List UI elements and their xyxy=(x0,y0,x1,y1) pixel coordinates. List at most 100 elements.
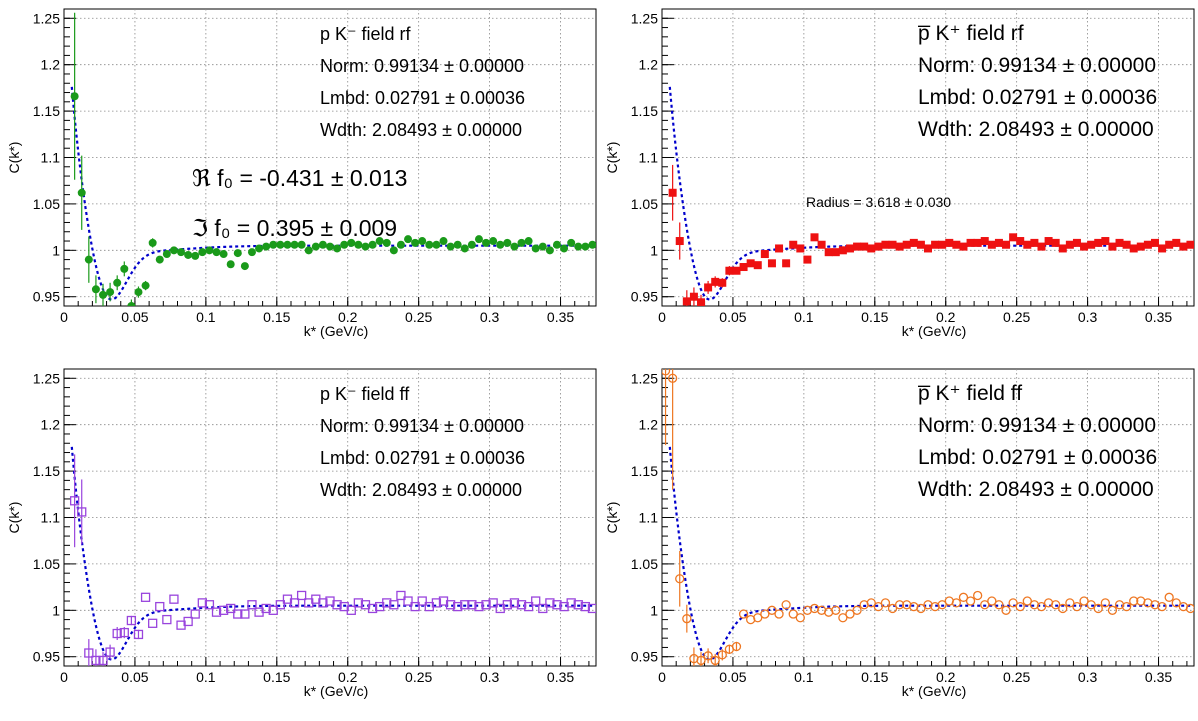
data-point xyxy=(141,281,150,290)
x-tick-label: 0.35 xyxy=(1145,309,1172,325)
data-point xyxy=(1030,238,1039,247)
x-tick-label: 0.1 xyxy=(196,669,216,685)
y-tick-label: 1.1 xyxy=(639,510,659,526)
y-axis-label: C(k*) xyxy=(6,502,22,534)
data-point xyxy=(517,238,526,247)
data-point xyxy=(1022,596,1032,606)
data-point xyxy=(588,240,596,249)
y-tick-label: 1.1 xyxy=(41,150,61,166)
data-point xyxy=(367,603,378,614)
data-point xyxy=(1185,603,1194,614)
data-point xyxy=(1121,601,1132,612)
data-point xyxy=(226,603,236,614)
fit-parameter-1: Lmbd: 0.02791 ± 0.00036 xyxy=(320,88,525,108)
data-point xyxy=(774,609,784,619)
data-point xyxy=(994,600,1004,610)
data-point xyxy=(1157,601,1167,612)
x-tick-label: 0.15 xyxy=(263,309,290,325)
data-point xyxy=(523,601,534,612)
data-point xyxy=(1107,605,1118,615)
data-point xyxy=(204,600,215,610)
data-point xyxy=(446,242,455,251)
data-point xyxy=(931,240,940,249)
data-point xyxy=(197,598,207,608)
data-point xyxy=(1172,238,1181,247)
x-tick-label: 0 xyxy=(658,669,666,685)
data-point xyxy=(880,598,891,608)
data-point xyxy=(1122,240,1131,249)
data-point xyxy=(113,278,122,287)
data-point xyxy=(289,598,300,608)
chart-panel-bottom-right: 0 0.05 0.1 0.15 0.2 0.25 0.3 0.35 0.95 1 1.05 1.1 1.… xyxy=(604,368,1195,699)
data-point xyxy=(481,600,491,610)
data-point xyxy=(924,244,932,253)
data-point xyxy=(852,605,862,615)
data-point xyxy=(1065,598,1075,608)
y-tick-label: 1.15 xyxy=(631,103,658,119)
data-point xyxy=(1143,240,1152,249)
data-point xyxy=(516,600,527,610)
data-point xyxy=(1072,238,1081,247)
data-point xyxy=(845,244,854,253)
data-point xyxy=(353,598,364,608)
x-tick-label: 0.1 xyxy=(196,309,216,325)
x-tick-label: 0.3 xyxy=(1078,669,1098,685)
data-point xyxy=(682,614,692,624)
x-tick-label: 0.05 xyxy=(719,309,746,325)
data-point xyxy=(566,598,576,608)
data-point xyxy=(290,240,299,249)
fit-parameter-1: Lmbd: 0.02791 ± 0.00036 xyxy=(918,446,1157,469)
data-point xyxy=(346,605,356,615)
x-tick-label: 0.35 xyxy=(1145,669,1172,685)
data-point xyxy=(219,250,228,259)
data-point xyxy=(667,373,678,383)
data-point xyxy=(509,598,520,608)
data-point xyxy=(326,242,334,251)
data-point xyxy=(1023,240,1032,249)
data-point xyxy=(1179,242,1188,251)
x-tick-label: 0.2 xyxy=(936,669,956,685)
data-point xyxy=(675,574,685,584)
data-point xyxy=(1058,603,1068,614)
fit-parameter-0: Norm: 0.99134 ± 0.00000 xyxy=(918,414,1156,437)
y-axis-label: C(k*) xyxy=(604,502,620,534)
data-point xyxy=(431,598,442,608)
data-point xyxy=(425,240,434,249)
y-tick-label: 1 xyxy=(650,242,658,258)
data-point xyxy=(888,240,897,249)
y-tick-label: 1.2 xyxy=(41,57,61,73)
data-point xyxy=(867,244,876,253)
data-point xyxy=(368,240,377,249)
data-point xyxy=(895,242,904,251)
data-point xyxy=(552,600,562,610)
data-point xyxy=(84,648,94,658)
data-point xyxy=(760,250,769,259)
data-point xyxy=(731,641,742,652)
data-point xyxy=(574,242,583,251)
data-point xyxy=(70,92,79,101)
data-point xyxy=(162,250,171,259)
x-tick-label: 0.15 xyxy=(861,669,888,685)
data-point xyxy=(460,600,470,610)
grid xyxy=(64,369,596,666)
data-point xyxy=(824,248,833,257)
y-tick-label: 1.1 xyxy=(41,510,61,526)
data-point xyxy=(573,600,583,610)
x-tick-label: 0.2 xyxy=(338,669,358,685)
x-tick-label: 0 xyxy=(60,669,68,685)
data-point xyxy=(410,601,420,612)
y-tick-label: 1.2 xyxy=(41,417,61,433)
data-point xyxy=(973,590,983,601)
data-point xyxy=(1086,600,1096,610)
data-point xyxy=(789,240,798,249)
data-point xyxy=(987,596,997,606)
x-tick-label: 0.1 xyxy=(794,669,814,685)
y-tick-label: 0.95 xyxy=(33,289,60,305)
data-point xyxy=(788,609,798,619)
data-point xyxy=(881,240,890,249)
data-point xyxy=(760,609,770,619)
x-axis-label: k* (GeV/c) xyxy=(304,323,369,339)
data-point xyxy=(218,605,229,615)
real-f0-annotation: ℜ f₀ = -0.431 ± 0.013 xyxy=(192,165,407,191)
data-point xyxy=(418,237,427,246)
